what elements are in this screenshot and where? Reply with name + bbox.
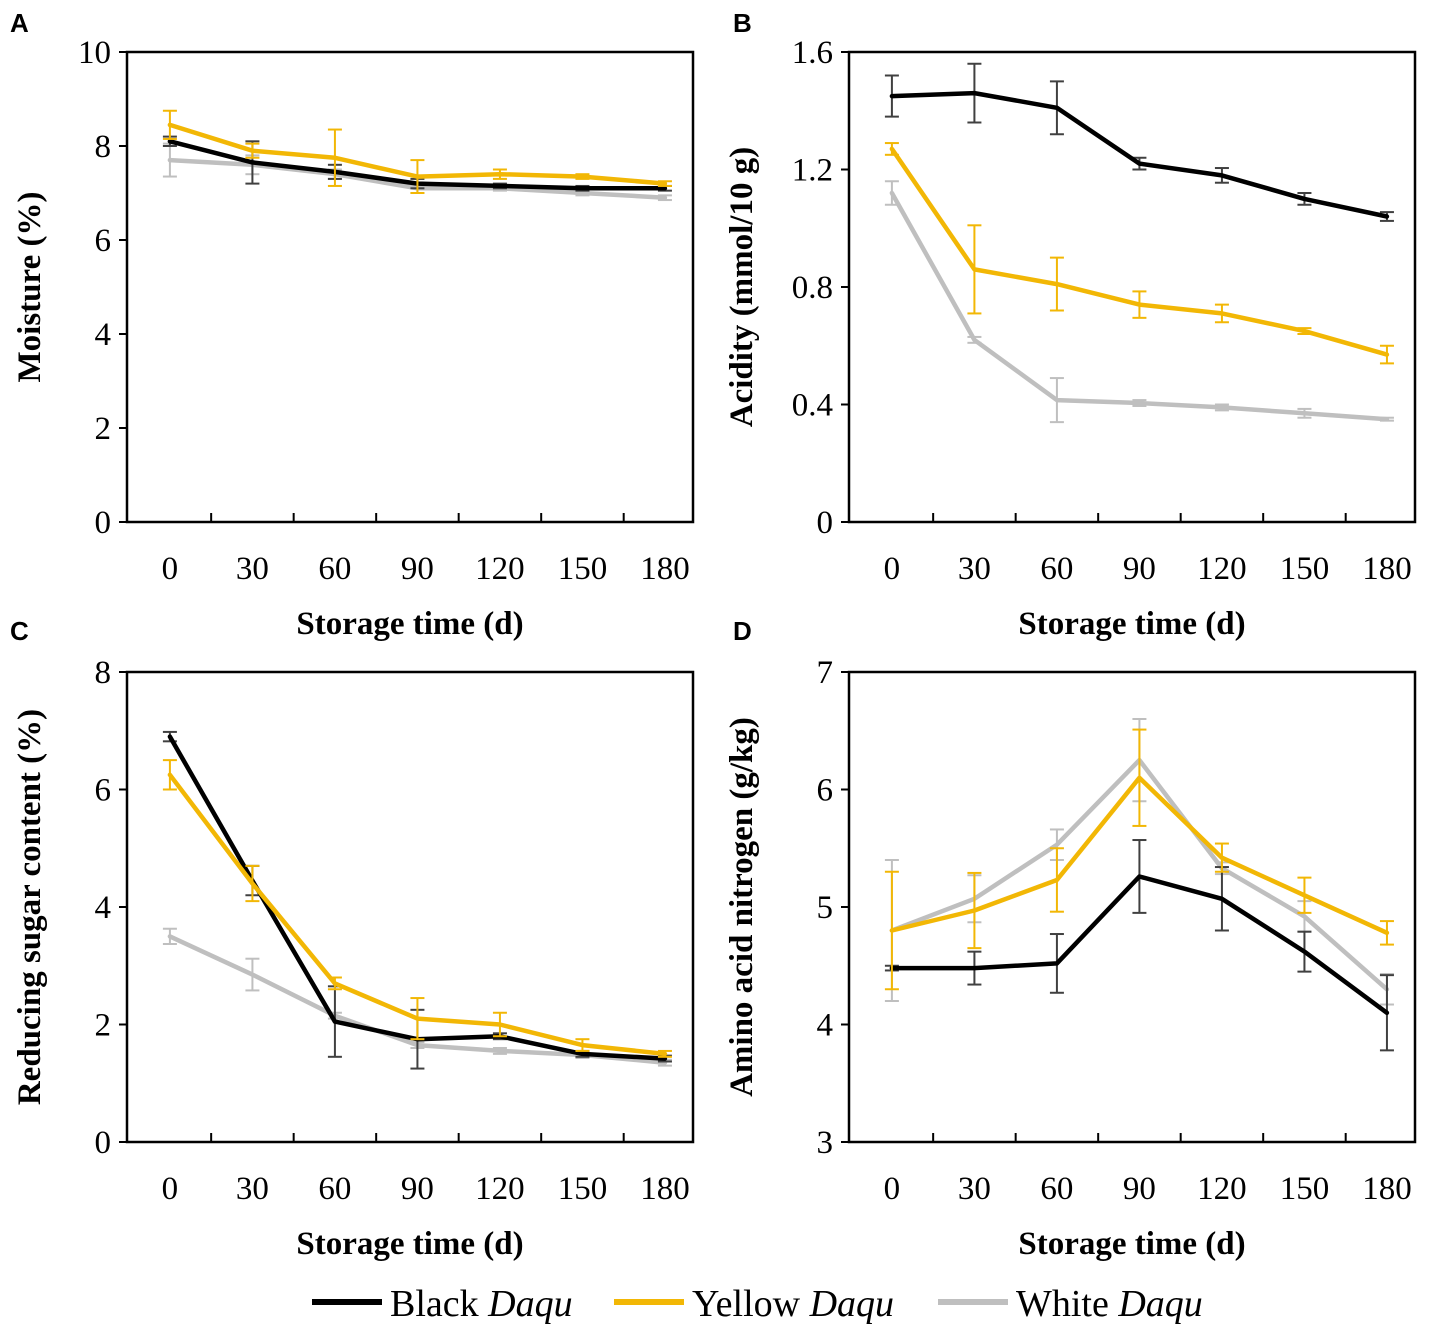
y-tick-label: 6: [95, 773, 112, 809]
legend-label: White Daqu: [1016, 1283, 1203, 1325]
panel-a: A 0 2 4 6 8 10 0 30 60 90 120 150 180 Storage time (d)…: [10, 8, 695, 642]
x-axis-title: Storage time (d): [1018, 1226, 1245, 1262]
panel-letter: D: [733, 616, 752, 646]
y-tick-label: 10: [78, 35, 111, 71]
x-tick-label: 180: [640, 1171, 690, 1207]
y-axis-title: Reducing sugar content (%): [12, 709, 48, 1105]
series-line: [889, 146, 1390, 357]
panel-b: B 0 0.4 0.8 1.2 1.6 0 30 60 90 120 150 180 Storage ti…: [724, 8, 1417, 642]
x-tick-label: 120: [475, 551, 525, 587]
series-line: [889, 90, 1390, 219]
y-tick-label: 0.8: [792, 270, 833, 306]
y-tick-label: 0.4: [792, 388, 833, 424]
x-tick-label: 120: [1197, 1171, 1247, 1207]
series-white: [884, 180, 1394, 424]
x-tick-label: 120: [475, 1171, 525, 1207]
x-axis-title: Storage time (d): [1018, 606, 1245, 642]
y-tick-label: 0: [95, 505, 112, 541]
y-tick-label: 0: [817, 505, 834, 541]
x-tick-label: 0: [162, 1171, 179, 1207]
series-line: [889, 874, 1390, 1016]
x-tick-label: 90: [401, 551, 434, 587]
panel-d: D 3 4 5 6 7 0 30 60 90 120 150 180 Storage time (d) Am…: [724, 616, 1417, 1262]
y-axis-title: Moisture (%): [12, 192, 48, 383]
y-tick-label: 6: [817, 773, 834, 809]
plot-frame: [125, 670, 695, 1144]
y-tick-label: 0: [95, 1125, 112, 1161]
y-tick-label: 8: [95, 655, 112, 691]
x-axis-title: Storage time (d): [296, 1226, 523, 1262]
series-yellow: [162, 109, 672, 194]
y-tick-label: 4: [95, 890, 112, 926]
x-tick-label: 180: [1362, 551, 1412, 587]
x-tick-label: 180: [640, 551, 690, 587]
y-tick-label: 6: [95, 223, 112, 259]
panel-letter: A: [10, 8, 29, 38]
y-tick-label: 4: [95, 317, 112, 353]
series-yellow: [162, 759, 672, 1058]
series-line: [167, 772, 668, 1057]
y-tick-label: 2: [95, 1008, 112, 1044]
y-tick-label: 8: [95, 129, 112, 165]
series-line: [889, 190, 1390, 422]
x-tick-label: 60: [318, 1171, 351, 1207]
legend-item: Yellow Daqu: [614, 1283, 894, 1325]
x-tick-label: 180: [1362, 1171, 1412, 1207]
y-tick-label: 7: [817, 655, 834, 691]
x-tick-label: 30: [958, 551, 991, 587]
x-tick-label: 60: [1040, 1171, 1073, 1207]
x-tick-label: 30: [236, 1171, 269, 1207]
plot-frame: [847, 50, 1417, 524]
x-tick-label: 0: [162, 551, 179, 587]
x-tick-label: 0: [884, 1171, 901, 1207]
x-tick-label: 0: [884, 551, 901, 587]
series-line: [889, 775, 1390, 936]
series-yellow: [884, 728, 1394, 991]
x-tick-label: 30: [236, 551, 269, 587]
y-axis-title: Acidity (mmol/10 g): [724, 147, 760, 427]
panel-letter: B: [733, 8, 752, 38]
x-tick-label: 150: [1280, 551, 1330, 587]
x-tick-label: 150: [1280, 1171, 1330, 1207]
legend-label: Black Daqu: [390, 1283, 573, 1325]
y-axis-title: Amino acid nitrogen (g/kg): [724, 717, 760, 1097]
panel-c: C 0 2 4 6 8 0 30 60 90 120 150 180 Storage time (d) Re…: [10, 616, 695, 1262]
x-tick-label: 90: [1123, 1171, 1156, 1207]
x-tick-label: 30: [958, 1171, 991, 1207]
x-tick-label: 90: [401, 1171, 434, 1207]
y-tick-label: 5: [817, 890, 834, 926]
legend-item: Black Daqu: [312, 1283, 573, 1325]
x-tick-label: 90: [1123, 551, 1156, 587]
legend: Black Daqu Yellow Daqu White Daqu: [312, 1283, 1203, 1325]
x-axis-title: Storage time (d): [296, 606, 523, 642]
series-black: [884, 839, 1394, 1052]
x-tick-label: 60: [1040, 551, 1073, 587]
y-tick-label: 3: [817, 1125, 834, 1161]
y-tick-label: 4: [817, 1008, 834, 1044]
plot-frame: [125, 50, 695, 524]
series-line: [167, 122, 668, 186]
y-tick-label: 1.6: [792, 35, 833, 71]
legend-label: Yellow Daqu: [692, 1283, 894, 1325]
series-black: [884, 62, 1394, 222]
y-tick-label: 2: [95, 411, 112, 447]
x-tick-label: 120: [1197, 551, 1247, 587]
panel-letter: C: [10, 616, 29, 646]
x-tick-label: 60: [318, 551, 351, 587]
x-tick-label: 150: [558, 1171, 608, 1207]
y-tick-label: 1.2: [792, 153, 833, 189]
legend-item: White Daqu: [938, 1283, 1203, 1325]
series-yellow: [884, 142, 1394, 365]
x-tick-label: 150: [558, 551, 608, 587]
